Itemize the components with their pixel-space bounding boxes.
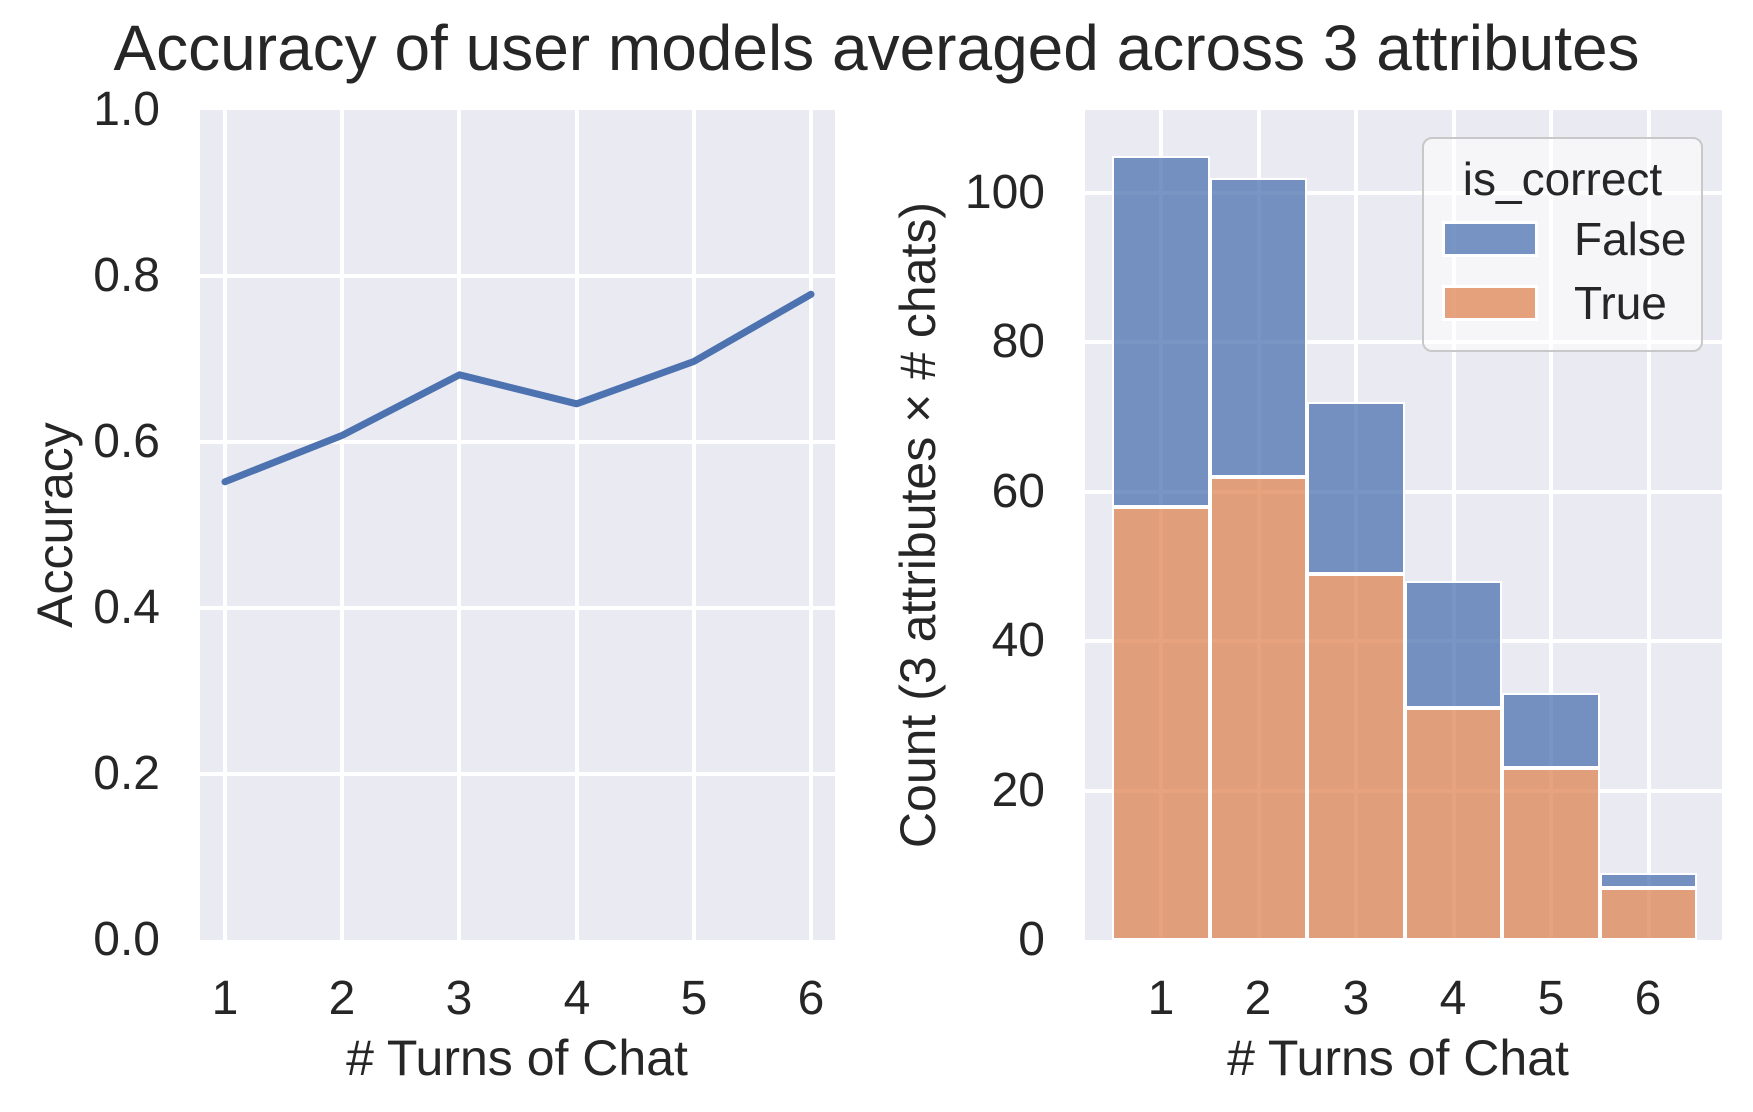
gridline <box>457 110 462 940</box>
left-xtick: 4 <box>563 972 591 1025</box>
bar-true-turn-3 <box>1307 573 1405 940</box>
gridline <box>1451 110 1456 940</box>
right-ytick: 100 <box>964 166 1045 219</box>
left-ytick: 0.2 <box>93 747 160 800</box>
right-ytick: 40 <box>991 614 1045 667</box>
right-yaxis-label: Count (3 attributes × # chats) <box>890 201 946 849</box>
gridline <box>223 110 227 940</box>
right-xtick: 6 <box>1634 972 1662 1025</box>
gridline <box>200 772 835 776</box>
bar-false-turn-4 <box>1404 581 1503 709</box>
left-ytick: 0.4 <box>93 581 160 634</box>
left-ytick: 1.0 <box>93 83 160 136</box>
bar-true-turn-6 <box>1599 887 1698 940</box>
right-ytick: 60 <box>991 465 1045 518</box>
left-xtick: 6 <box>797 972 825 1025</box>
left-ytick: 0.8 <box>93 249 160 302</box>
left-xtick: 2 <box>328 972 356 1025</box>
gridline <box>1549 110 1553 940</box>
right-ytick: 80 <box>991 315 1045 368</box>
bar-false-turn-2 <box>1209 178 1308 477</box>
gridline <box>200 440 835 444</box>
accuracy-line <box>221 290 815 486</box>
legend-entry-true: True <box>1440 271 1685 335</box>
gridline <box>200 274 835 278</box>
left-xtick: 5 <box>680 972 708 1025</box>
left-ytick: 0.6 <box>93 415 160 468</box>
left-ytick: 0.0 <box>93 913 160 966</box>
bar-true-turn-4 <box>1404 708 1503 940</box>
right-ytick: 20 <box>991 764 1045 817</box>
bar-false-turn-6 <box>1599 872 1698 888</box>
bar-false-turn-1 <box>1112 155 1210 507</box>
gridline <box>691 110 696 940</box>
gridline <box>340 110 345 940</box>
right-xtick: 4 <box>1439 972 1467 1025</box>
gridline <box>809 110 813 940</box>
right-ytick: 0 <box>1018 913 1045 966</box>
false-color-swatch-icon <box>1442 221 1538 257</box>
bar-false-turn-3 <box>1307 402 1405 574</box>
right-xtick: 5 <box>1537 972 1565 1025</box>
right-xtick: 2 <box>1244 972 1272 1025</box>
legend-label-false: False <box>1574 213 1687 265</box>
figure-title: Accuracy of user models averaged across … <box>113 12 1640 84</box>
gridline <box>1085 340 1722 345</box>
right-xtick: 3 <box>1342 972 1370 1025</box>
true-color-swatch-icon <box>1442 285 1538 321</box>
legend: is_correct False True <box>1422 137 1703 352</box>
right-xaxis-label: # Turns of Chat <box>1227 1030 1569 1086</box>
bar-false-turn-5 <box>1502 693 1600 769</box>
legend-label-true: True <box>1574 277 1667 329</box>
bar-true-turn-5 <box>1502 768 1600 940</box>
gridline <box>1085 191 1722 195</box>
legend-title: is_correct <box>1462 153 1663 205</box>
gridline <box>1646 110 1651 940</box>
bar-chart-axes <box>1085 110 1722 940</box>
right-xtick: 1 <box>1147 972 1175 1025</box>
accuracy-line-plot <box>221 290 815 486</box>
gridline <box>200 606 835 610</box>
line-chart-axes <box>200 110 835 940</box>
bar-true-turn-1 <box>1112 506 1210 940</box>
left-yaxis-label: Accuracy <box>27 422 83 628</box>
legend-entry-false: False <box>1440 207 1687 271</box>
left-xtick: 3 <box>445 972 473 1025</box>
gridline <box>574 110 579 940</box>
left-xaxis-label: # Turns of Chat <box>346 1030 688 1086</box>
left-xtick: 1 <box>211 972 239 1025</box>
bar-true-turn-2 <box>1209 476 1308 940</box>
